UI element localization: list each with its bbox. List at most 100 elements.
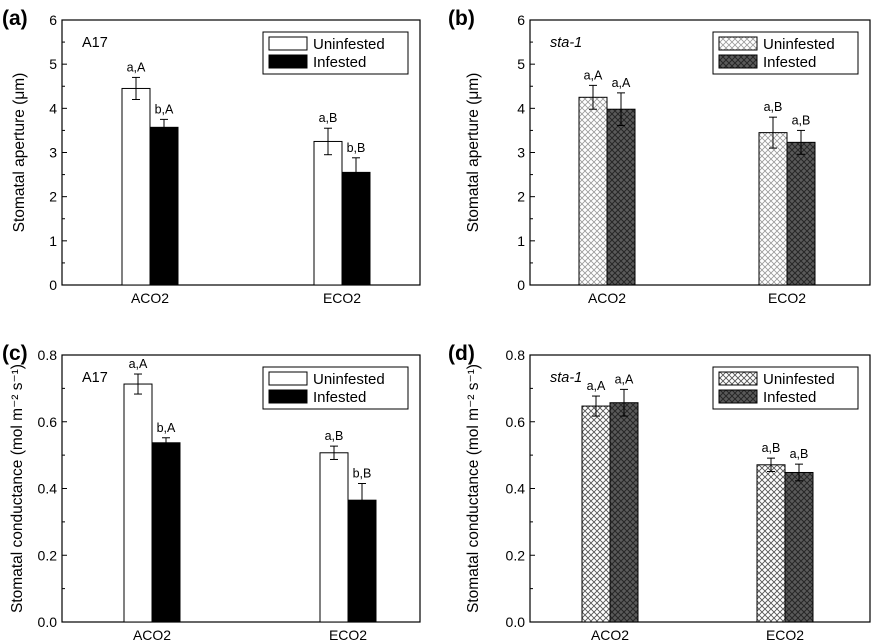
genotype-label: A17 (82, 35, 108, 51)
y-tick-label: 5 (517, 56, 525, 72)
y-tick-label: 0 (49, 277, 57, 293)
legend-swatch (268, 371, 308, 386)
significance-letter: a,B (790, 447, 809, 461)
y-tick-label: 0.6 (38, 414, 58, 430)
bar (313, 140, 343, 286)
x-tick-label: ECO2 (329, 627, 367, 642)
significance-letter: a,B (325, 429, 344, 443)
panel-label: (b) (448, 7, 475, 30)
legend-swatch (268, 54, 308, 69)
bar (151, 442, 181, 623)
y-tick-label: 0.4 (506, 481, 526, 497)
significance-letter: b,B (353, 466, 372, 480)
legend-label: Uninfested (763, 371, 835, 388)
bar (121, 87, 151, 286)
bar (581, 405, 611, 623)
y-tick-label: 0.8 (38, 347, 58, 363)
y-axis-label: Stomatal conductance (mol m⁻² s⁻¹) (9, 364, 26, 613)
legend-swatch (268, 389, 308, 404)
bar (756, 464, 786, 623)
significance-letter: a,B (762, 441, 781, 455)
legend-swatch (718, 36, 758, 51)
y-tick-label: 0.0 (38, 614, 58, 630)
y-tick-label: 0.0 (506, 614, 526, 630)
legend-label: Uninfested (313, 371, 385, 388)
genotype-label: A17 (82, 370, 108, 386)
legend-swatch (718, 54, 758, 69)
panel-label: (a) (2, 7, 28, 30)
bar (123, 383, 153, 623)
legend-label: Uninfested (313, 36, 385, 53)
x-tick-label: ECO2 (323, 290, 361, 306)
significance-letter: a,A (587, 379, 606, 393)
legend-swatch (268, 36, 308, 51)
significance-letter: a,A (612, 76, 631, 90)
genotype-label: sta-1 (550, 35, 582, 51)
panel-d: (d) 0.0 0.2 0.4 0.6 0.8 Stomatal conductance (… (448, 342, 871, 642)
y-tick-label: 2 (49, 189, 57, 205)
legend-label: Infested (313, 389, 366, 406)
y-tick-label: 0.2 (38, 547, 58, 563)
significance-letter: a,A (129, 357, 148, 371)
y-tick-label: 0.6 (506, 414, 526, 430)
y-tick-label: 0.2 (506, 547, 526, 563)
significance-letter: b,B (347, 141, 366, 155)
bar (784, 471, 814, 623)
legend-swatch (718, 389, 758, 404)
y-axis-label: Stomatal aperture (μm) (11, 73, 28, 233)
bar (609, 402, 639, 623)
y-tick-label: 0.4 (38, 481, 58, 497)
x-tick-label: ECO2 (768, 290, 806, 306)
bar (758, 132, 788, 286)
legend-label: Infested (763, 389, 816, 406)
significance-letter: b,A (155, 102, 174, 116)
x-tick-label: ACO2 (133, 627, 171, 642)
significance-letter: a,B (319, 111, 338, 125)
bar (578, 96, 608, 286)
significance-letter: a,A (584, 68, 603, 82)
significance-letter: a,B (764, 100, 783, 114)
y-tick-label: 3 (49, 145, 57, 161)
y-tick-label: 0.8 (506, 347, 526, 363)
y-tick-label: 0 (517, 277, 525, 293)
bar (786, 141, 816, 286)
genotype-label: sta-1 (550, 370, 582, 386)
significance-letter: b,A (157, 421, 176, 435)
bar (341, 171, 371, 286)
panel-label: (c) (2, 342, 28, 365)
y-tick-label: 1 (517, 233, 525, 249)
x-tick-label: ACO2 (131, 290, 169, 306)
y-axis-label: Stomatal conductance (mol m⁻² s⁻¹) (465, 364, 482, 613)
significance-letter: a,A (127, 60, 146, 74)
x-tick-label: ECO2 (766, 627, 804, 642)
panel-a: (a) 0 1 2 3 4 5 6 Stomatal aperture (μm) ACO2 ECO2… (2, 7, 421, 306)
legend-label: Infested (313, 54, 366, 71)
x-tick-label: ACO2 (588, 290, 626, 306)
significance-letter: a,A (615, 372, 634, 386)
y-tick-label: 1 (49, 233, 57, 249)
x-tick-label: ACO2 (591, 627, 629, 642)
bar (347, 499, 377, 623)
significance-letter: a,B (792, 113, 811, 127)
bar (606, 108, 636, 286)
legend-swatch (718, 371, 758, 386)
y-tick-label: 5 (49, 56, 57, 72)
y-axis-label: Stomatal aperture (μm) (465, 73, 482, 233)
legend-label: Uninfested (763, 36, 835, 53)
bar (149, 126, 179, 286)
panel-c: (c) 0.0 0.2 0.4 0.6 0.8 Stomatal conductance (… (2, 342, 421, 642)
legend-label: Infested (763, 54, 816, 71)
y-tick-label: 4 (517, 100, 525, 116)
bar (319, 452, 349, 623)
y-tick-label: 6 (49, 12, 57, 28)
y-tick-label: 3 (517, 145, 525, 161)
panel-b: (b) 0 1 2 3 4 5 6 Stomatal aperture (μm) ACO2 ECO2… (448, 7, 871, 306)
y-tick-label: 2 (517, 189, 525, 205)
y-tick-label: 4 (49, 100, 57, 116)
